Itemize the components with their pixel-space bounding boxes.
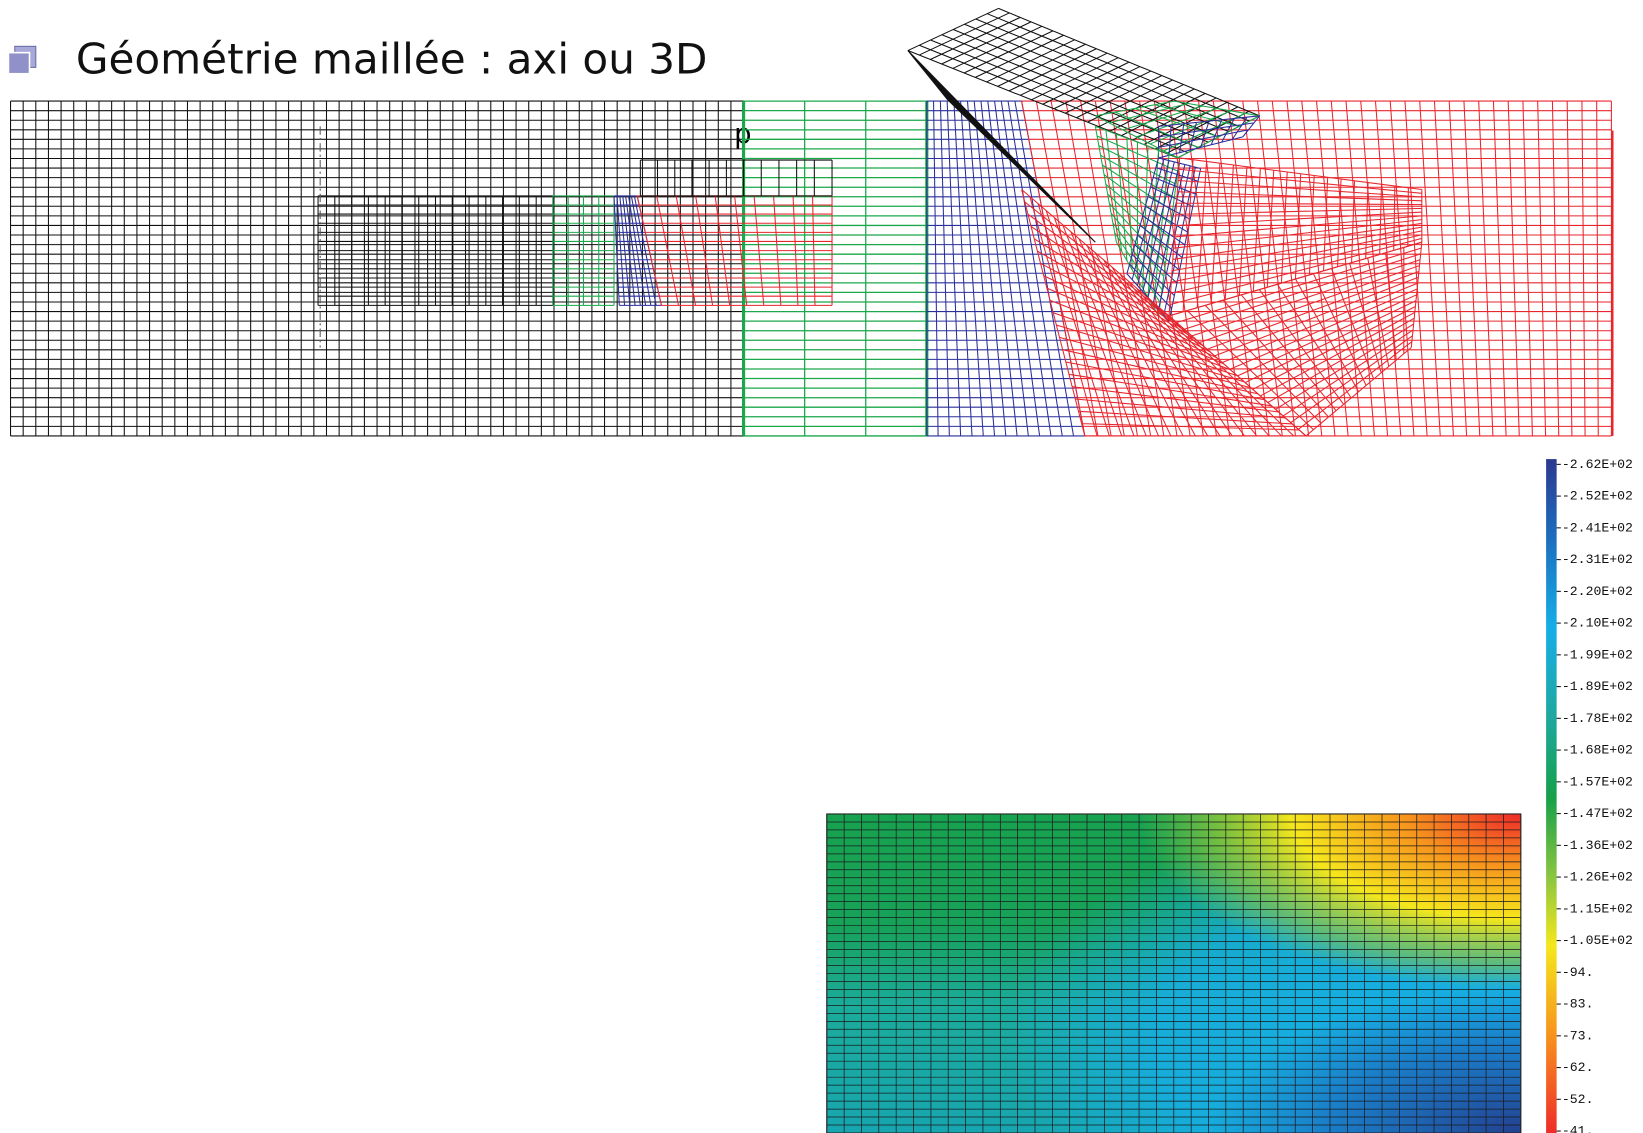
contour-plot [827,814,1521,1133]
colorbar-label: -1.26E+02 [1562,870,1633,885]
canvas: Géométrie maillée : axi ou 3D p -2.62E+0… [0,0,1643,1133]
colorbar-label: -1.89E+02 [1562,679,1633,694]
mesh-grid [1022,190,1306,436]
mesh-grid [318,196,553,306]
colorbar-label: -73. [1562,1028,1594,1043]
colorbar-label: -1.68E+02 [1562,743,1633,758]
colorbar-label: -1.36E+02 [1562,838,1633,853]
slide: Géométrie maillée : axi ou 3D p -2.62E+0… [0,0,1643,1133]
colorbar-label: -1.05E+02 [1562,933,1633,948]
colorbar-label: -1.99E+02 [1562,647,1633,662]
colorbar-label: -2.62E+02 [1562,457,1633,472]
colorbar-labels: -2.62E+02 -2.52E+02 -2.41E+02 -2.31E+02 -2.2… [1557,457,1633,1133]
bullet-front [8,53,29,74]
mesh-grid [827,814,1521,1133]
colorbar-label: -1.47E+02 [1562,806,1633,821]
colorbar-label: -1.57E+02 [1562,774,1633,789]
colorbar-label: -1.78E+02 [1562,711,1633,726]
mesh-grid [637,196,832,306]
colorbar-label: -2.52E+02 [1562,489,1633,504]
colorbar-label: -2.10E+02 [1562,616,1633,631]
colorbar-label: -52. [1562,1092,1594,1107]
mesh-grid [908,8,1260,158]
colorbar [1546,459,1557,1133]
slide-title: Géométrie maillée : axi ou 3D [76,35,708,84]
contour-grid [827,814,1521,1133]
colorbar-label: -94. [1562,965,1594,980]
colorbar-label: -2.20E+02 [1562,584,1633,599]
colorbar-label: -41. [1562,1124,1594,1133]
colorbar-label: -62. [1562,1060,1594,1075]
colorbar-label: -1.15E+02 [1562,901,1633,916]
colorbar-label: -2.31E+02 [1562,552,1633,567]
colorbar-label: -83. [1562,997,1594,1012]
colorbar-label: -2.41E+02 [1562,520,1633,535]
mesh-border [1611,131,1613,436]
